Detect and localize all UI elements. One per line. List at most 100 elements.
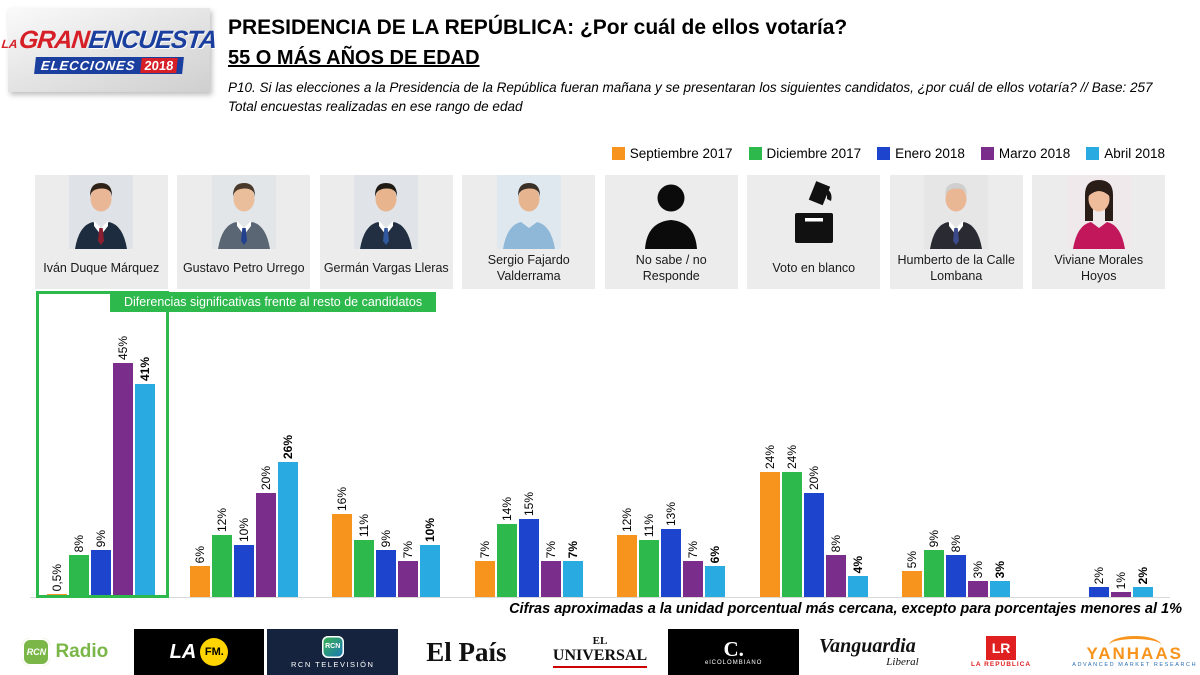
bar-cell: 8% bbox=[946, 534, 967, 597]
bar-cell: 41% bbox=[135, 357, 156, 597]
yanhaas-main: YANHAAS bbox=[1086, 643, 1183, 663]
bar bbox=[189, 566, 210, 597]
bar-value-label: 7% bbox=[686, 540, 701, 558]
legend-label: Abril 2018 bbox=[1104, 146, 1165, 161]
bar bbox=[1088, 587, 1109, 597]
bar bbox=[69, 555, 90, 597]
el-colombiano-c: C. bbox=[723, 636, 744, 661]
title-block: PRESIDENCIA DE LA REPÚBLICA: ¿Por cuál d… bbox=[228, 16, 1188, 117]
candidate-panel: Voto en blanco bbox=[747, 175, 881, 289]
bar-cell: 20% bbox=[255, 465, 276, 597]
legend-label: Diciembre 2017 bbox=[766, 146, 862, 161]
bar bbox=[781, 472, 802, 597]
bar bbox=[803, 493, 824, 597]
lr-badge-icon: LR bbox=[986, 636, 1017, 660]
vanguardia-sub: Liberal bbox=[886, 656, 919, 668]
bar-chart: Iván Duque Márquez 0,5% 8% 9% 45% 41% Gustavo … bbox=[30, 175, 1170, 598]
bar-cell: 12% bbox=[617, 507, 638, 597]
candidate-group: Sergio Fajardo Valderrama 7% 14% 15% 7% 7% bbox=[457, 175, 600, 598]
bar-cell: 9% bbox=[376, 530, 397, 597]
bar bbox=[990, 581, 1011, 597]
el-colombiano-logo: C. elCOLOMBIANO bbox=[668, 629, 800, 675]
bar-value-label: 2% bbox=[1091, 566, 1106, 584]
bar-value-label: 7% bbox=[565, 540, 580, 558]
legend-item: Diciembre 2017 bbox=[748, 146, 862, 161]
bar-value-label: 1% bbox=[1113, 571, 1128, 589]
rcn-radio-badge-icon: RCN bbox=[22, 638, 51, 666]
bar-cell: 3% bbox=[968, 561, 989, 597]
bar bbox=[255, 493, 276, 597]
bar-value-label: 8% bbox=[949, 534, 964, 552]
bar-cell: 15% bbox=[518, 492, 539, 597]
legend-label: Enero 2018 bbox=[895, 146, 965, 161]
bar-value-label: 14% bbox=[499, 496, 514, 521]
candidate-name: Sergio Fajardo Valderrama bbox=[487, 253, 570, 283]
candidate-photo bbox=[924, 175, 989, 249]
bar bbox=[639, 540, 660, 597]
candidate-panel: Humberto de la Calle Lombana bbox=[889, 175, 1023, 289]
bar-value-label: 11% bbox=[357, 513, 372, 537]
logo-elecciones: ELECCIONES bbox=[39, 58, 137, 73]
bar-cell: 2% bbox=[1088, 566, 1109, 597]
rcn-television-logo: RCN RCN TELEVISIÓN bbox=[267, 629, 399, 675]
la-fm-circle-icon: FM. bbox=[200, 638, 229, 666]
bar-value-label: 10% bbox=[236, 517, 251, 542]
bar bbox=[135, 384, 156, 597]
rcn-tv-text: RCN TELEVISIÓN bbox=[290, 659, 375, 669]
bar bbox=[420, 545, 441, 597]
bar bbox=[759, 472, 780, 597]
bar-cell: 14% bbox=[496, 496, 517, 597]
logo-gran: GRAN bbox=[17, 26, 90, 54]
bar-cell: 2% bbox=[1132, 566, 1153, 597]
bar bbox=[825, 555, 846, 597]
bar-value-label: 12% bbox=[620, 507, 635, 532]
bar-cell: 26% bbox=[277, 435, 298, 597]
bar-cell: 9% bbox=[91, 530, 112, 597]
bar-value-label: 9% bbox=[927, 529, 942, 547]
bar-cell: 10% bbox=[420, 518, 441, 597]
bar-value-label: 20% bbox=[258, 465, 273, 490]
bar bbox=[1132, 587, 1153, 597]
bar-cell: 6% bbox=[705, 546, 726, 597]
bar bbox=[91, 550, 112, 597]
gran-encuesta-logo: LA GRAN ENCUESTA ELECCIONES 2018 bbox=[1, 8, 218, 92]
legend-label: Marzo 2018 bbox=[998, 146, 1071, 161]
bar-cell: 7% bbox=[474, 540, 495, 597]
logo-line1: LA GRAN ENCUESTA bbox=[0, 26, 218, 55]
candidate-group: Viviane Morales Hoyos 2% 1% 2% bbox=[1027, 175, 1170, 598]
bar bbox=[902, 571, 923, 597]
bar-value-label: 7% bbox=[477, 540, 492, 558]
bar-group: 0,5% 8% 9% 45% 41% bbox=[30, 289, 173, 598]
bar-cell: 7% bbox=[562, 540, 583, 597]
candidate-panel: Gustavo Petro Urrego bbox=[177, 175, 311, 289]
bar-value-label: 24% bbox=[762, 444, 777, 469]
bar-group: 7% 14% 15% 7% 7% bbox=[457, 289, 600, 598]
legend-label: Septiembre 2017 bbox=[629, 146, 733, 161]
bar-cell: 1% bbox=[1110, 571, 1131, 597]
bar-cell: 4% bbox=[847, 556, 868, 597]
el-colombiano-sub: elCOLOMBIANO bbox=[705, 659, 763, 666]
bar-cell: 10% bbox=[233, 517, 254, 597]
bar-value-label: 6% bbox=[192, 545, 207, 563]
la-republica-logo: LR LA REPÚBLICA bbox=[936, 629, 1067, 675]
logo-year: 2018 bbox=[139, 58, 179, 73]
bar-group: 16% 11% 9% 7% 10% bbox=[315, 289, 458, 598]
candidate-panel: Iván Duque Márquez bbox=[34, 175, 168, 289]
candidate-panel: Germán Vargas Lleras bbox=[319, 175, 453, 289]
bar-value-label: 5% bbox=[905, 550, 920, 568]
legend-swatch bbox=[980, 147, 994, 160]
candidate-name: Iván Duque Márquez bbox=[43, 261, 160, 276]
legend-swatch bbox=[877, 147, 891, 160]
bar-value-label: 2% bbox=[1135, 566, 1150, 584]
bar-value-label: 3% bbox=[993, 560, 1008, 578]
bar bbox=[661, 529, 682, 597]
bar-group: 2% 1% 2% bbox=[1027, 289, 1170, 598]
bar-cell: 24% bbox=[781, 444, 802, 597]
rcn-radio-logo: RCN Radio bbox=[0, 629, 131, 675]
bar-value-label: 24% bbox=[784, 444, 799, 469]
candidate-group: Iván Duque Márquez 0,5% 8% 9% 45% 41% bbox=[30, 175, 173, 598]
candidate-panel: Viviane Morales Hoyos bbox=[1032, 175, 1166, 289]
la-fm-la: LA bbox=[169, 640, 197, 663]
yanhaas-logo: YANHAAS ADVANCED MARKET RESEARCH bbox=[1069, 629, 1200, 675]
candidate-panel: No sabe / no Responde bbox=[604, 175, 738, 289]
